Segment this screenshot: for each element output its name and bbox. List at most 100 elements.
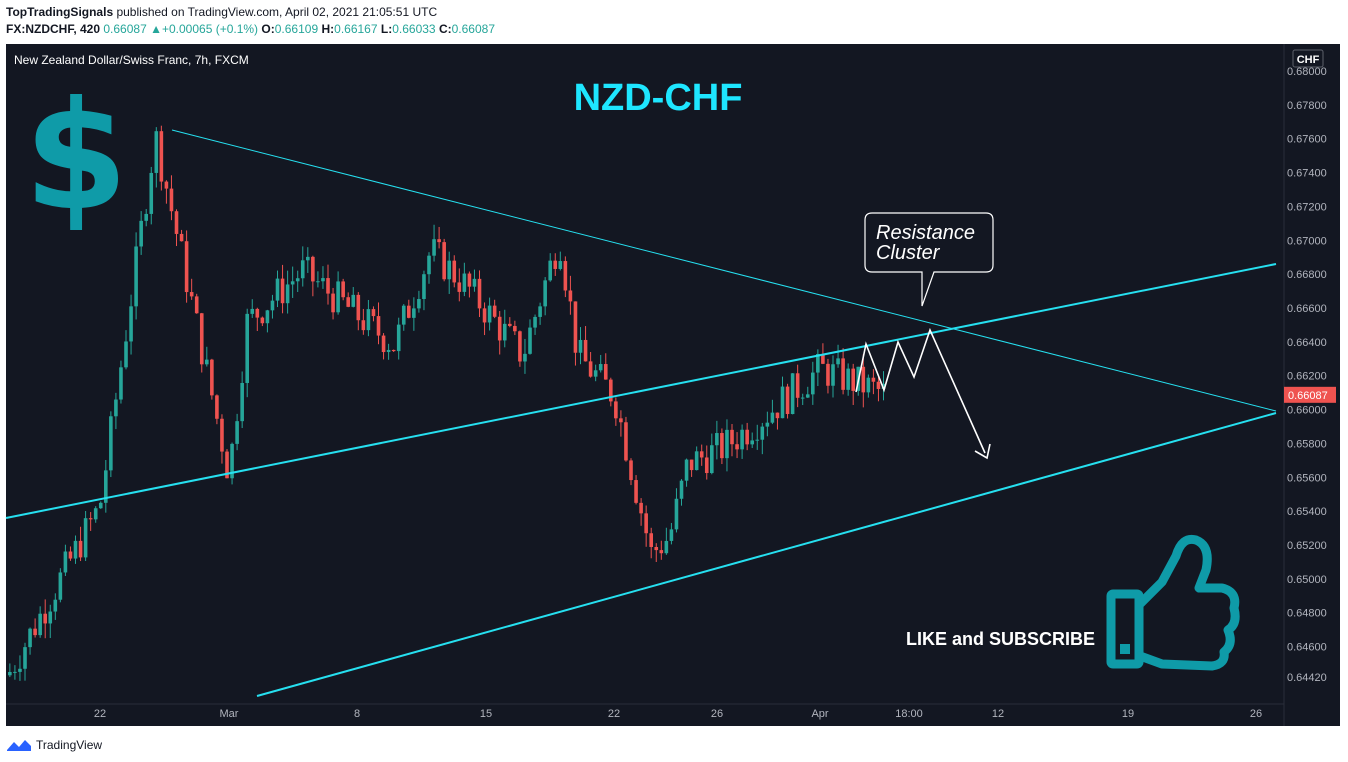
candle: [351, 287, 356, 308]
candle: [472, 269, 477, 292]
candle: [780, 376, 785, 419]
candle: [290, 266, 295, 298]
tradingview-logo-icon: [7, 740, 31, 751]
candle: [710, 433, 714, 475]
open-value: 0.66109: [274, 22, 319, 36]
candle: [341, 278, 345, 301]
upper-channel-line[interactable]: [5, 263, 1277, 519]
candle: [194, 293, 199, 314]
candle: [619, 410, 623, 437]
y-tick-label: 0.67400: [1287, 168, 1327, 180]
up-arrow-icon: ▲: [150, 22, 162, 36]
candle: [674, 488, 679, 533]
candle: [629, 458, 633, 486]
candle: [18, 655, 22, 681]
y-tick-label: 0.67200: [1287, 201, 1327, 213]
y-tick-label: 0.65000: [1287, 574, 1327, 586]
candle: [876, 377, 881, 402]
currency-label: CHF: [1297, 54, 1320, 66]
last-price: 0.66087: [103, 22, 147, 36]
candle: [573, 301, 578, 366]
candle: [497, 311, 502, 355]
candle: [179, 229, 184, 242]
price-axis[interactable]: 0.68000 0.67800 0.67600 0.67400 0.67200 0.670…: [1287, 66, 1327, 684]
y-tick-label: 0.66600: [1287, 303, 1327, 315]
candle: [457, 268, 462, 302]
candle: [23, 642, 27, 681]
footer-brand[interactable]: TradingView: [6, 736, 102, 754]
candle: [881, 371, 886, 401]
candle: [735, 432, 739, 459]
x-tick-label: 18:00: [895, 708, 923, 720]
candle: [235, 413, 239, 451]
candle: [644, 505, 648, 547]
candle: [851, 363, 856, 405]
candle: [518, 330, 522, 367]
candle: [523, 338, 527, 374]
currency-label-box[interactable]: CHF: [1292, 49, 1324, 68]
candle: [174, 209, 179, 247]
instrument-label: New Zealand Dollar/Swiss Franc, 7h, FXCM: [14, 53, 249, 67]
candle: [684, 458, 689, 487]
thumbs-up-cuff-dot: [1120, 644, 1130, 654]
candle: [129, 294, 133, 355]
candle: [280, 264, 285, 314]
chart-title: NZD-CHF: [574, 77, 743, 119]
resistance-callout: Resistance Cluster: [864, 212, 994, 307]
candle: [715, 420, 719, 460]
close-label: C:: [438, 22, 452, 36]
y-tick-label: 0.64800: [1287, 608, 1327, 620]
candle: [669, 522, 674, 545]
y-tick-label: 0.67000: [1287, 235, 1327, 247]
high-value: 0.66167: [334, 22, 378, 36]
candle: [699, 444, 704, 466]
candle: [104, 459, 108, 513]
y-tick-label: 0.68000: [1287, 66, 1327, 78]
candle: [124, 330, 128, 370]
candle: [609, 377, 613, 407]
candle: [265, 309, 270, 333]
candle: [861, 354, 866, 408]
candle: [467, 271, 472, 298]
candle: [508, 317, 512, 328]
candle: [543, 277, 547, 316]
candle: [558, 251, 563, 271]
candle: [189, 278, 194, 300]
y-tick-label: 0.64420: [1287, 672, 1327, 684]
candle: [93, 506, 98, 523]
candle: [502, 309, 507, 348]
high-label: H:: [321, 22, 335, 36]
candle: [63, 544, 68, 577]
candle: [240, 371, 244, 429]
candle: [548, 253, 553, 282]
y-tick-label: 0.67600: [1287, 134, 1327, 146]
candle: [492, 299, 497, 319]
candle: [43, 599, 48, 639]
candle: [730, 424, 734, 457]
candle: [306, 247, 310, 273]
close-value: 0.66087: [451, 22, 496, 36]
candle: [649, 527, 654, 559]
candle: [795, 364, 800, 408]
like-subscribe-text[interactable]: LIKE and SUBSCRIBE: [906, 629, 1095, 649]
candle: [336, 271, 340, 315]
symbol-label: FX:NZDCHF, 420: [6, 22, 101, 36]
time-axis[interactable]: 22 Mar 8 15 22 26 Apr 18:00 12 19 26: [94, 708, 1262, 720]
candle: [285, 270, 290, 314]
candle: [88, 512, 93, 531]
footer-brand-text: TradingView: [36, 738, 103, 752]
candle: [563, 256, 568, 298]
candle: [376, 302, 381, 345]
candle: [83, 510, 88, 562]
lower-channel-line[interactable]: [256, 412, 1277, 697]
candle: [598, 354, 603, 373]
candle: [811, 361, 815, 405]
publisher-name[interactable]: TopTradingSignals: [6, 5, 114, 19]
candle: [371, 306, 376, 322]
thumbs-up-icon: [1106, 534, 1240, 671]
candle: [361, 308, 366, 335]
candle: [154, 127, 159, 188]
candle: [614, 397, 618, 426]
descending-trendline[interactable]: [171, 129, 1277, 412]
